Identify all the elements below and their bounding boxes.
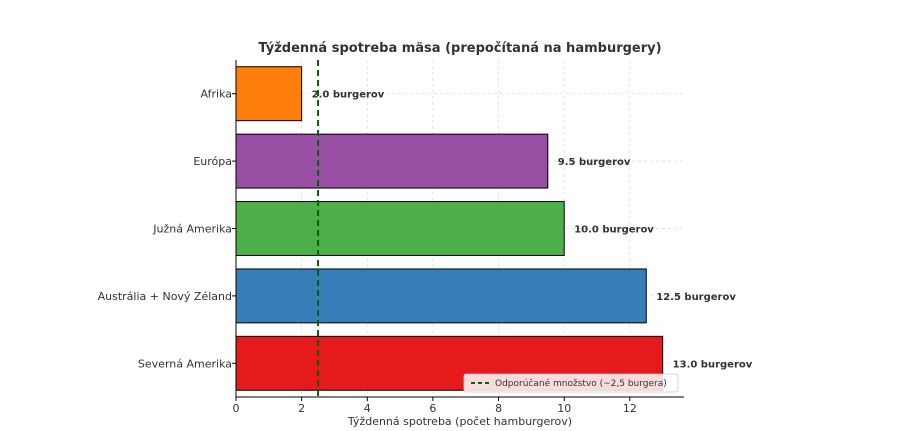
legend: Odporúčané množstvo (~2,5 burgera) (463, 373, 679, 393)
x-tick-label-0: 0 (233, 402, 240, 415)
x-tick-label-2: 4 (364, 402, 371, 415)
x-ticks: 0 2 4 6 8 10 12 (232, 93, 637, 415)
category-label-2: Južná Amerika (152, 223, 232, 236)
x-tick-label-6: 12 (623, 402, 637, 415)
data-label-1: 9.5 burgerov (558, 157, 631, 168)
category-label-3: Austrália + Nový Zéland (98, 290, 232, 303)
bar-0 (235, 66, 303, 122)
x-tick-label-1: 2 (298, 402, 305, 415)
data-label-4: 13.0 burgerov (673, 359, 753, 370)
x-tick-label-4: 8 (495, 402, 502, 415)
bars (235, 66, 664, 391)
category-labels: Afrika Európa Južná Amerika Austrália + Nov… (98, 88, 232, 371)
data-label-3: 12.5 burgerov (656, 292, 736, 303)
chart-title: Týždenná spotreba mäsa (prepočítaná na h… (258, 41, 661, 56)
x-axis-label: Týždenná spotreba (počet hamburgerov) (347, 415, 572, 428)
category-label-4: Severná Amerika (138, 357, 232, 370)
bar-3 (235, 268, 647, 324)
category-label-0: Afrika (200, 88, 232, 101)
category-label-1: Európa (193, 155, 232, 168)
x-tick-label-5: 10 (557, 402, 571, 415)
data-label-2: 10.0 burgerov (574, 225, 654, 236)
data-label-0: 2.0 burgerov (312, 90, 385, 101)
x-tick-label-3: 6 (429, 402, 436, 415)
data-labels: 2.0 burgerov 9.5 burgerov 10.0 burgerov 12.… (312, 90, 753, 371)
legend-box (463, 373, 679, 393)
bar-2 (235, 201, 565, 256)
legend-label: Odporúčané množstvo (~2,5 burgera) (495, 378, 667, 389)
bar-1 (235, 133, 549, 189)
